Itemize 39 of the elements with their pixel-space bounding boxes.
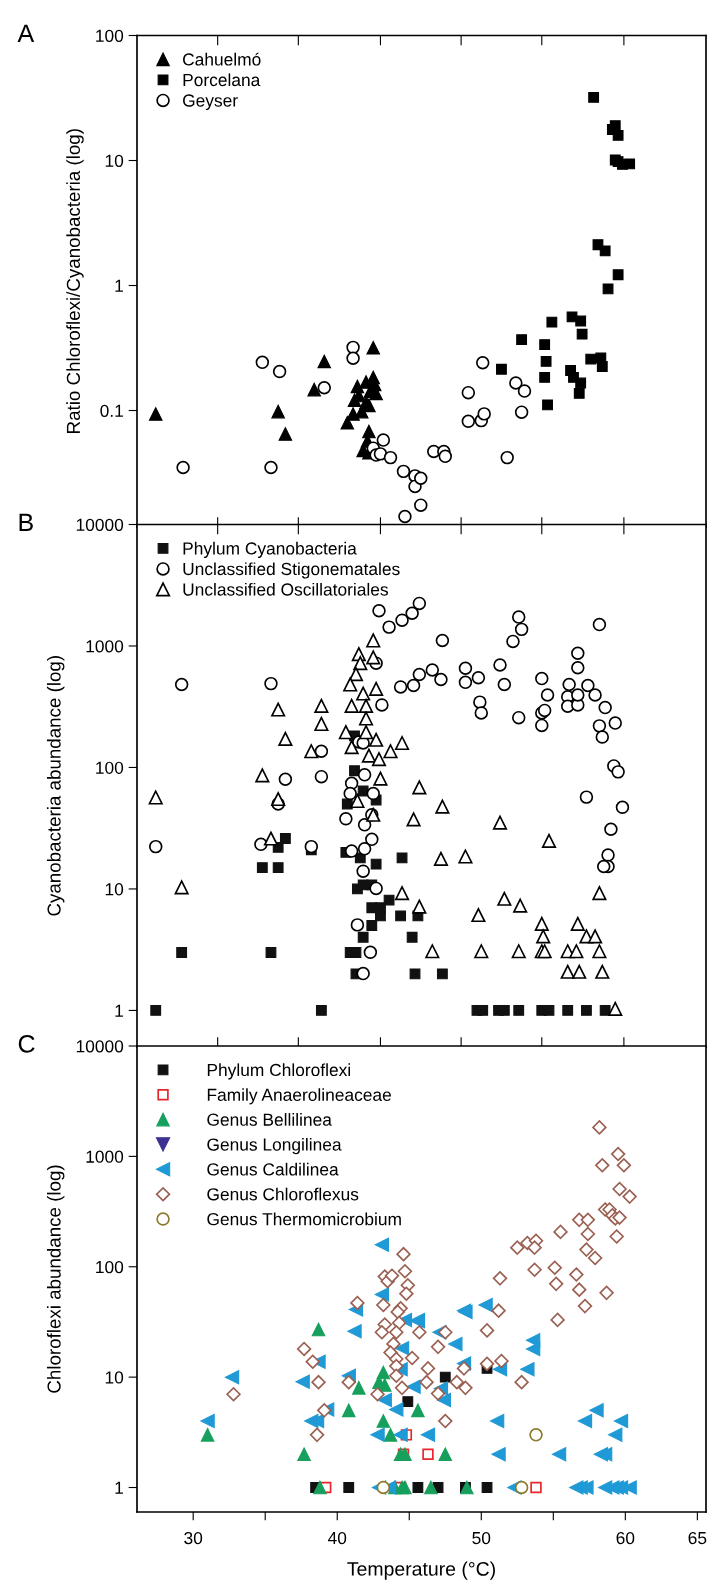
y-axis-title: Ratio Chloroflexi/Cyanobacteria (log) [66, 129, 84, 433]
legend-label: Unclassified Oscillatoriales [183, 582, 388, 596]
legend-label: Genus Thermomicrobium [207, 1212, 401, 1226]
y-tick-label: 10 [105, 154, 124, 167]
legend-label: Cahuelmó [183, 52, 261, 66]
y-tick-label: 100 [96, 761, 124, 774]
y-tick-label: 100 [96, 29, 124, 42]
y-tick-label: 10000 [76, 518, 124, 531]
y-axis-title: Cyanobacteria abundance (log) [46, 656, 65, 916]
legend-label: Genus Chloroflexus [207, 1187, 359, 1201]
y-tick-label: 0.1 [100, 404, 123, 417]
chart-title: B [19, 513, 33, 531]
legend-label: Porcelana [183, 73, 261, 87]
legend-label: Genus Longilinea [207, 1137, 342, 1155]
y-tick-label: 10000 [76, 1040, 124, 1053]
x-tick-label: 30 [184, 1531, 203, 1545]
legend-label: Unclassified Stigonematales [183, 562, 400, 579]
y-tick-label: 100 [96, 1260, 124, 1274]
legend-label: Family Anaerolineaceae [207, 1088, 391, 1105]
x-tick-label: 40 [327, 1531, 347, 1545]
y-tick-label: 1 [115, 279, 123, 292]
chart-title: C [18, 1035, 35, 1053]
y-axis-title: Chloroflexi abundance (log) [46, 1165, 65, 1393]
y-tick-label: 10 [105, 883, 124, 896]
legend-label: Geyser [183, 94, 238, 111]
legend-label: Phylum Cyanobacteria [183, 541, 357, 559]
x-tick-label: 60 [616, 1531, 635, 1545]
x-axis-title: Temperature (°C) [347, 1561, 495, 1580]
y-tick-label: 10 [105, 1371, 124, 1384]
legend-label: Phylum Chloroflexi [207, 1063, 351, 1080]
chart-title: A [17, 24, 35, 42]
y-tick-label: 1 [115, 1004, 123, 1017]
x-tick-label: 65 [688, 1531, 707, 1545]
y-tick-label: 1 [115, 1481, 123, 1494]
x-tick-label: 50 [472, 1531, 491, 1545]
y-tick-label: 1000 [86, 640, 124, 653]
legend-label: Genus Bellilinea [207, 1113, 332, 1126]
legend-label: Genus Caldilinea [207, 1162, 339, 1176]
y-tick-label: 1000 [86, 1150, 124, 1163]
